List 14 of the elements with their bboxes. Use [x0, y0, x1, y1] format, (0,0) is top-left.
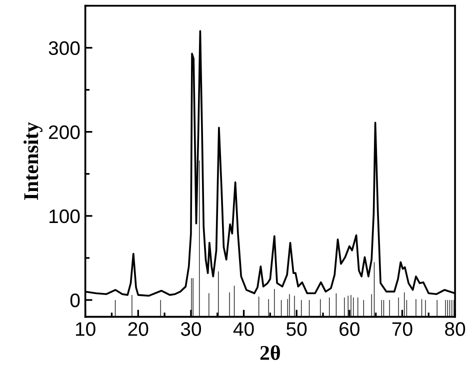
x-tick-label: 50 [286, 322, 307, 336]
x-tick-label: 60 [340, 322, 360, 336]
x-axis-title: 2θ [260, 345, 280, 360]
x-tick-label: 10 [76, 322, 96, 336]
y-tick-label: 200 [49, 125, 80, 140]
x-tick-label: 30 [180, 322, 202, 336]
y-tick-label: 0 [70, 293, 80, 308]
y-tick-label: 100 [50, 209, 80, 224]
x-tick-label: 70 [392, 322, 412, 336]
y-tick-label: 300 [48, 41, 80, 56]
x-tick-label: 40 [233, 322, 254, 336]
y-axis-title: Intensity [24, 122, 42, 200]
x-tick-label: 20 [128, 322, 148, 336]
x-tick-label: 80 [445, 322, 466, 336]
